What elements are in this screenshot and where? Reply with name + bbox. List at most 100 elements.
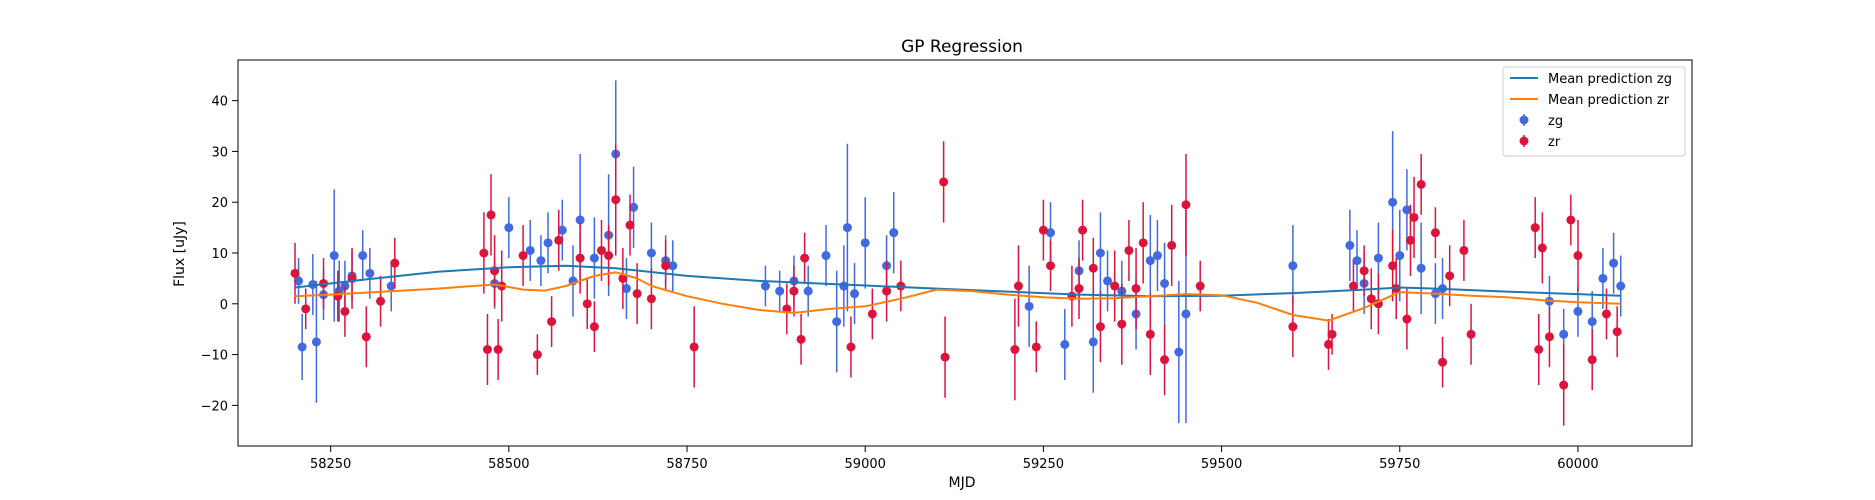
zr-marker <box>1587 355 1597 365</box>
zr-marker <box>547 317 557 327</box>
zr-marker <box>532 350 542 360</box>
zr-marker <box>1074 284 1084 294</box>
y-tick-label: −10 <box>201 349 228 364</box>
zr-point <box>1438 336 1448 388</box>
zr-point <box>1601 288 1611 340</box>
zr-marker <box>589 322 599 332</box>
zr-marker <box>882 286 892 296</box>
zr-marker <box>1359 266 1369 276</box>
zg-marker <box>1160 278 1170 288</box>
y-axis-label: Flux [uJy] <box>172 221 188 287</box>
zr-point <box>1544 306 1554 368</box>
zg-marker <box>1060 339 1070 349</box>
zr-marker <box>486 210 496 220</box>
zg-marker <box>621 284 631 294</box>
plot-frame <box>237 59 1693 447</box>
zr-marker <box>301 304 311 314</box>
zg-point <box>860 197 870 289</box>
zr-marker <box>1534 345 1544 354</box>
zr-marker <box>1088 263 1098 273</box>
zr-point <box>796 313 806 365</box>
zg-point <box>536 235 546 287</box>
zr-marker <box>1138 238 1148 248</box>
zr-marker <box>333 291 343 301</box>
zg-marker <box>1587 317 1597 327</box>
zr-point <box>1409 176 1419 259</box>
zr-marker <box>479 248 489 258</box>
zr-point <box>789 265 799 317</box>
zg-marker <box>1095 248 1105 258</box>
zg-point <box>557 199 567 261</box>
zr-point <box>867 288 877 340</box>
zr-marker <box>625 220 635 230</box>
zr-point <box>1537 212 1547 284</box>
zr-marker <box>1288 322 1298 332</box>
zg-marker <box>1088 337 1098 347</box>
x-tick-label: 59000 <box>845 457 886 472</box>
zg-marker <box>832 317 842 327</box>
zr-marker <box>800 253 810 263</box>
zr-point <box>939 141 949 223</box>
zg-point <box>1598 247 1608 309</box>
zr-point <box>1573 219 1583 292</box>
zr-point <box>1466 303 1476 365</box>
zr-point <box>493 319 503 380</box>
y-tick-label: 0 <box>220 298 228 313</box>
zr-marker <box>1078 225 1088 235</box>
x-tick-label: 58500 <box>488 457 529 472</box>
zr-point <box>1324 319 1333 370</box>
zg-point <box>850 263 860 325</box>
zr-point <box>376 275 386 327</box>
zr-point <box>1534 313 1544 386</box>
zr-point <box>1078 199 1088 261</box>
legend-marker-zg <box>1519 115 1529 125</box>
zr-point <box>1530 197 1540 259</box>
zr-point <box>290 242 300 304</box>
zr-marker <box>582 299 592 309</box>
zr-marker <box>1438 357 1448 367</box>
zr-point <box>1145 293 1155 375</box>
zg-point <box>668 240 678 292</box>
zr-marker <box>1466 329 1476 339</box>
zg-marker <box>821 251 831 261</box>
zr-point <box>1181 153 1191 256</box>
zr-point <box>689 306 699 388</box>
zg-marker <box>1152 251 1162 261</box>
zg-point <box>1088 291 1098 393</box>
mean-prediction-zr-line <box>294 271 1621 322</box>
zr-point <box>597 219 606 281</box>
zg-point <box>889 192 899 274</box>
zr-point <box>896 260 906 312</box>
zr-marker <box>1530 223 1540 233</box>
zr-point <box>547 296 557 347</box>
zr-point <box>611 143 621 256</box>
zr-marker <box>689 342 699 352</box>
zr-marker <box>1430 228 1440 238</box>
y-tick-label: 40 <box>211 95 228 110</box>
zr-marker <box>1612 327 1622 337</box>
zg-point <box>297 313 307 380</box>
zr-marker <box>1445 271 1455 281</box>
zr-marker <box>1566 215 1576 225</box>
zg-marker <box>1046 228 1056 238</box>
zr-marker <box>796 334 806 344</box>
zg-point <box>365 247 375 299</box>
zr-point <box>1095 291 1105 363</box>
zg-marker <box>543 238 553 248</box>
zr-marker <box>597 245 606 255</box>
zr-point <box>646 268 656 330</box>
zg-marker <box>536 256 546 266</box>
zr-point <box>625 194 635 256</box>
zr-marker <box>1366 294 1376 304</box>
zr-marker <box>1181 200 1191 210</box>
zg-marker <box>365 268 375 278</box>
zr-point <box>1013 245 1023 327</box>
zg-point <box>1345 209 1355 281</box>
zg-point <box>1024 265 1034 347</box>
zg-marker <box>1388 197 1398 207</box>
zr-point <box>1160 324 1170 396</box>
zr-point <box>1088 237 1098 299</box>
zr-point <box>1348 260 1358 312</box>
x-tick-label: 59750 <box>1379 457 1420 472</box>
zr-point <box>1566 194 1576 246</box>
